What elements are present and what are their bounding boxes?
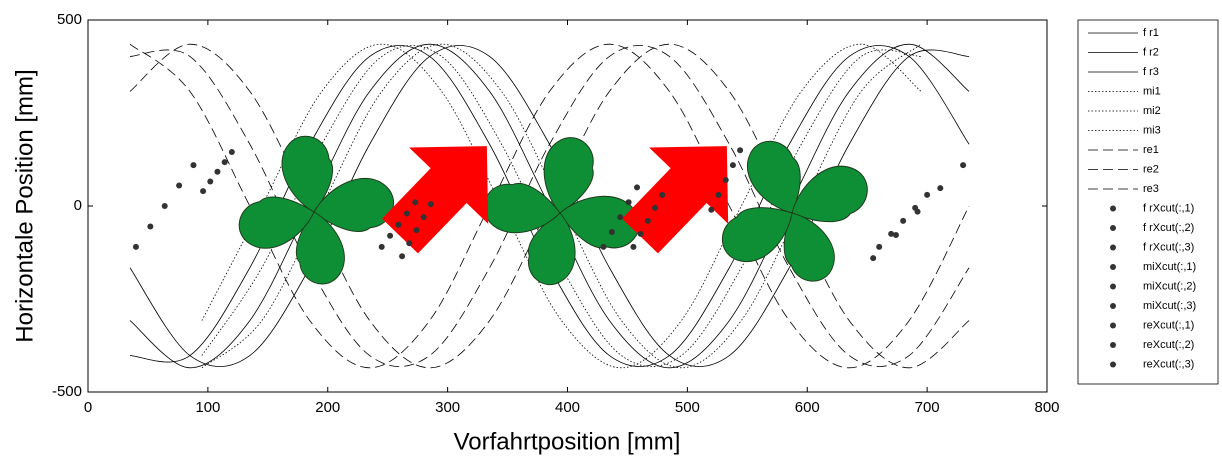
legend-label: f rXcut(:,1) xyxy=(1143,202,1194,214)
legend-box xyxy=(1077,19,1219,385)
data-point xyxy=(722,176,729,183)
data-point xyxy=(378,243,385,250)
legend-label: mi1 xyxy=(1143,85,1161,97)
data-point xyxy=(715,191,722,198)
data-point xyxy=(888,230,895,237)
x-tick-label: 800 xyxy=(1034,399,1059,416)
legend-label: miXcut(:,2) xyxy=(1143,280,1196,292)
y-tick-label: 500 xyxy=(57,11,82,28)
data-point xyxy=(924,191,931,198)
data-point xyxy=(737,147,744,154)
data-point xyxy=(132,243,139,250)
legend-label: f r1 xyxy=(1143,27,1159,39)
data-point xyxy=(214,168,221,175)
data-point xyxy=(190,162,197,169)
data-line xyxy=(201,43,922,369)
data-point xyxy=(161,203,168,209)
data-point xyxy=(427,201,434,208)
legend-label: f rXcut(:,2) xyxy=(1143,222,1194,234)
data-point xyxy=(625,199,632,206)
data-point xyxy=(221,159,228,166)
data-point xyxy=(937,185,944,192)
data-point xyxy=(912,204,919,211)
legend-marker xyxy=(1110,361,1116,368)
x-tick-label: 700 xyxy=(915,399,940,416)
data-point xyxy=(729,162,736,169)
data-point xyxy=(608,229,615,236)
data-point xyxy=(960,162,967,169)
x-tick-label: 100 xyxy=(195,399,220,416)
data-point xyxy=(207,178,214,185)
x-tick-label: 200 xyxy=(315,399,340,416)
y-tick-label: 0 xyxy=(74,197,82,214)
data-point xyxy=(644,217,651,224)
x-tick-label: 300 xyxy=(435,399,460,416)
legend-label: reXcut(:,2) xyxy=(1143,339,1194,351)
data-point xyxy=(876,243,883,250)
data-point xyxy=(600,243,607,250)
data-line xyxy=(129,45,970,367)
x-axis-title: Vorfahrtposition [mm] xyxy=(454,428,681,455)
legend-label: re1 xyxy=(1143,144,1159,156)
data-point xyxy=(395,221,402,228)
legend-marker xyxy=(1110,342,1116,348)
decorations xyxy=(233,108,892,313)
data-point xyxy=(634,184,641,191)
data-point xyxy=(147,223,154,230)
arrow xyxy=(382,146,489,254)
legend-marker xyxy=(1110,283,1116,290)
legend-label: miXcut(:,1) xyxy=(1143,261,1196,273)
legend-label: miXcut(:,3) xyxy=(1143,300,1196,312)
data-point xyxy=(637,230,644,237)
legend-marker xyxy=(1110,322,1116,329)
data-point xyxy=(176,182,183,189)
data-point xyxy=(413,227,420,234)
data-point xyxy=(652,204,659,211)
legend-marker xyxy=(1110,225,1116,231)
x-tick-label: 0 xyxy=(84,399,92,416)
legend-marker xyxy=(1110,244,1116,251)
legend-label: reXcut(:,3) xyxy=(1143,358,1194,370)
data-point xyxy=(870,255,877,262)
legend-label: f r2 xyxy=(1143,46,1159,58)
x-tick-label: 400 xyxy=(555,399,580,416)
data-point xyxy=(412,199,419,206)
x-tick-label: 600 xyxy=(795,399,820,416)
legend-marker xyxy=(1110,303,1116,309)
data-point xyxy=(708,206,715,213)
legend-marker xyxy=(1110,264,1116,270)
legend-marker xyxy=(1110,205,1116,212)
legend-label: re3 xyxy=(1143,183,1159,195)
x-tick-label: 500 xyxy=(675,399,700,416)
data-point xyxy=(406,240,413,247)
data-point xyxy=(387,232,394,239)
data-point xyxy=(892,232,899,239)
data-line xyxy=(129,43,970,369)
data-point xyxy=(420,214,427,221)
data-point xyxy=(617,214,624,221)
data-point xyxy=(659,191,666,198)
data-point xyxy=(228,149,235,156)
legend-label: f r3 xyxy=(1143,66,1159,78)
y-axis-title: Horizontale Position [mm] xyxy=(11,69,38,342)
data-point xyxy=(200,188,207,195)
data-point xyxy=(403,210,410,217)
arrow xyxy=(622,146,729,254)
legend-label: mi3 xyxy=(1143,124,1161,136)
data-point xyxy=(399,253,406,260)
data-point xyxy=(630,243,637,250)
legend-label: mi2 xyxy=(1143,105,1161,117)
legend-label: reXcut(:,1) xyxy=(1143,319,1194,331)
legend-label: re2 xyxy=(1143,163,1159,175)
data-point xyxy=(900,217,907,224)
legend-label: f rXcut(:,3) xyxy=(1143,241,1194,253)
dots xyxy=(132,147,967,262)
y-tick-label: -500 xyxy=(52,383,82,400)
